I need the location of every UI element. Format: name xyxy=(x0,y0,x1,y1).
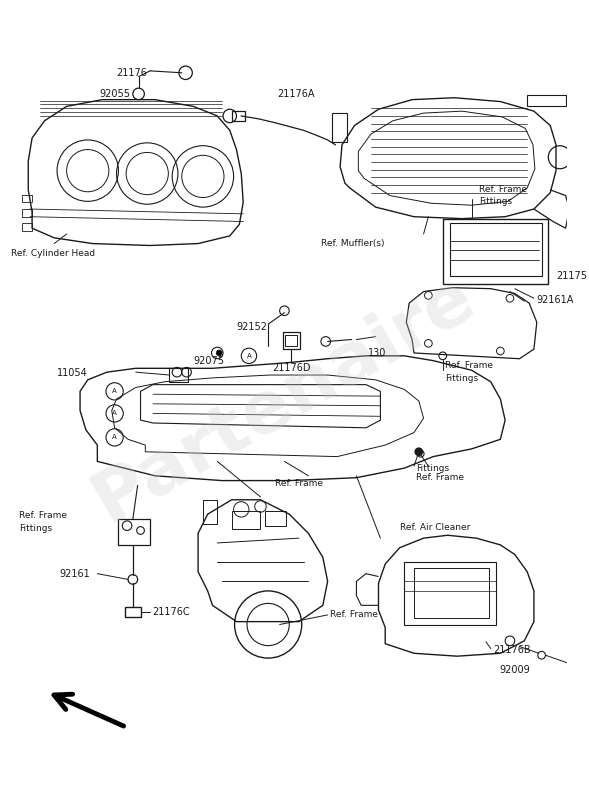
Text: Ref. Muffler(s): Ref. Muffler(s) xyxy=(321,239,385,248)
Text: 92009: 92009 xyxy=(499,665,530,674)
Bar xyxy=(231,111,245,121)
Text: Ref. Frame: Ref. Frame xyxy=(416,473,464,483)
Text: Ref. Frame: Ref. Frame xyxy=(275,479,323,488)
Text: Ref. Frame
Fittings: Ref. Frame Fittings xyxy=(479,185,527,206)
Text: 21175: 21175 xyxy=(556,271,587,281)
Text: 21176C: 21176C xyxy=(152,607,190,617)
Bar xyxy=(286,335,297,346)
Text: A: A xyxy=(112,435,117,440)
Text: 21176B: 21176B xyxy=(494,646,531,655)
Text: 21176A: 21176A xyxy=(278,89,315,99)
Bar xyxy=(22,224,32,231)
Text: 21176D: 21176D xyxy=(272,364,310,373)
Bar xyxy=(332,113,347,142)
Bar xyxy=(22,195,32,202)
Circle shape xyxy=(415,448,423,455)
Bar xyxy=(169,368,188,382)
Text: Ref. Frame
Fittings: Ref. Frame Fittings xyxy=(445,361,492,383)
Bar xyxy=(414,568,489,618)
Bar xyxy=(283,332,300,349)
Circle shape xyxy=(216,350,222,356)
Text: Ref. Air Cleaner: Ref. Air Cleaner xyxy=(399,523,470,532)
Text: Ref. Frame
Fittings: Ref. Frame Fittings xyxy=(19,511,67,533)
Bar xyxy=(22,209,32,217)
Text: A: A xyxy=(112,411,117,416)
Bar xyxy=(125,607,141,617)
Bar xyxy=(443,219,548,284)
Text: 92055: 92055 xyxy=(100,89,130,99)
Bar xyxy=(405,562,495,625)
Text: 130: 130 xyxy=(368,348,386,358)
Bar xyxy=(451,224,542,276)
Bar xyxy=(527,95,565,106)
Text: 21176: 21176 xyxy=(117,68,147,78)
Text: A: A xyxy=(247,353,252,359)
Text: Ref. Frame: Ref. Frame xyxy=(330,610,378,619)
Text: Fittings: Fittings xyxy=(416,463,449,472)
Text: Ref. Cylinder Head: Ref. Cylinder Head xyxy=(11,248,95,257)
Text: 11054: 11054 xyxy=(57,368,88,378)
Bar xyxy=(265,511,286,526)
Text: 92161: 92161 xyxy=(59,569,90,578)
Text: Partenaire: Partenaire xyxy=(81,262,487,537)
Text: 92161A: 92161A xyxy=(537,295,574,305)
Text: 92075: 92075 xyxy=(193,356,224,366)
Text: A: A xyxy=(112,388,117,395)
Text: 92152: 92152 xyxy=(236,322,267,332)
Bar xyxy=(231,511,260,529)
